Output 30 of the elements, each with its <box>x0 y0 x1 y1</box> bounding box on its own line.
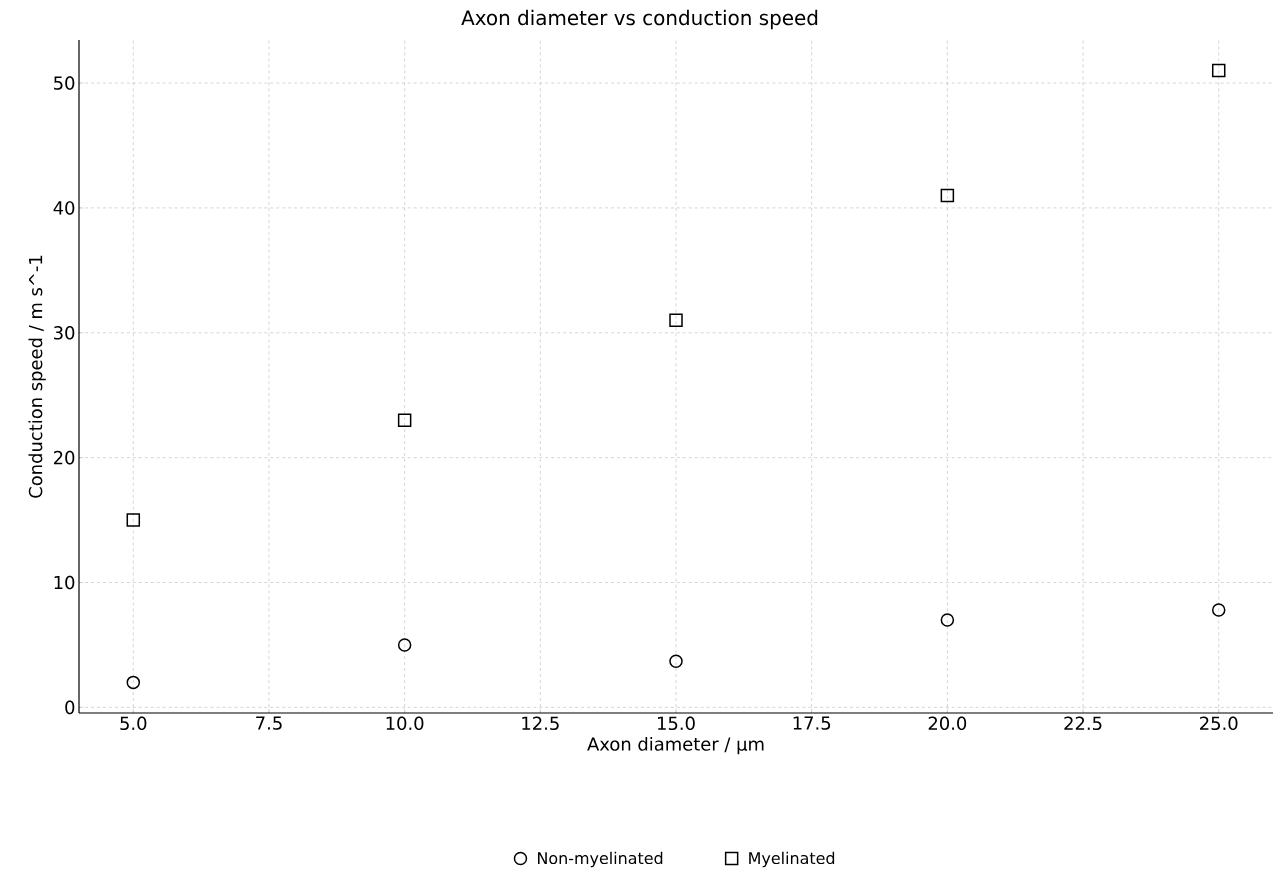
x-tick-label: 7.5 <box>256 716 282 730</box>
chart-title: Axon diameter vs conduction speed <box>461 9 818 30</box>
legend-label: Non-myelinated <box>538 851 663 868</box>
legend-label: Myelinated <box>749 851 835 868</box>
y-tick-label: 20 <box>53 450 75 465</box>
x-tick-label: 5.0 <box>120 716 147 731</box>
point <box>126 675 141 690</box>
x-tick-label: 25.0 <box>1200 716 1238 731</box>
x-tick-label: 10.0 <box>386 716 424 731</box>
x-axis-title: Axon diameter / µm <box>587 736 764 755</box>
point <box>940 613 955 627</box>
point <box>1211 63 1226 78</box>
y-tick-label: 10 <box>54 575 75 590</box>
y-tick-label: 40 <box>53 201 75 215</box>
x-tick-label: 12.5 <box>522 716 559 731</box>
y-axis-title: Conduction speed / m s^-1 <box>28 255 46 498</box>
y-tick-label: 30 <box>54 326 75 340</box>
x-tick-label: 20.0 <box>928 716 967 731</box>
x-tick-label: 22.5 <box>1064 716 1102 731</box>
point <box>669 654 683 668</box>
point <box>397 638 412 652</box>
point <box>940 188 955 203</box>
point <box>397 413 412 427</box>
point <box>1211 603 1226 617</box>
y-tick-label: 50 <box>54 76 75 90</box>
point <box>126 513 141 527</box>
x-tick-label: 15.0 <box>658 716 695 731</box>
x-tick-label: 17.5 <box>793 716 831 730</box>
point <box>669 313 683 328</box>
y-tick-label: 0 <box>65 700 75 715</box>
